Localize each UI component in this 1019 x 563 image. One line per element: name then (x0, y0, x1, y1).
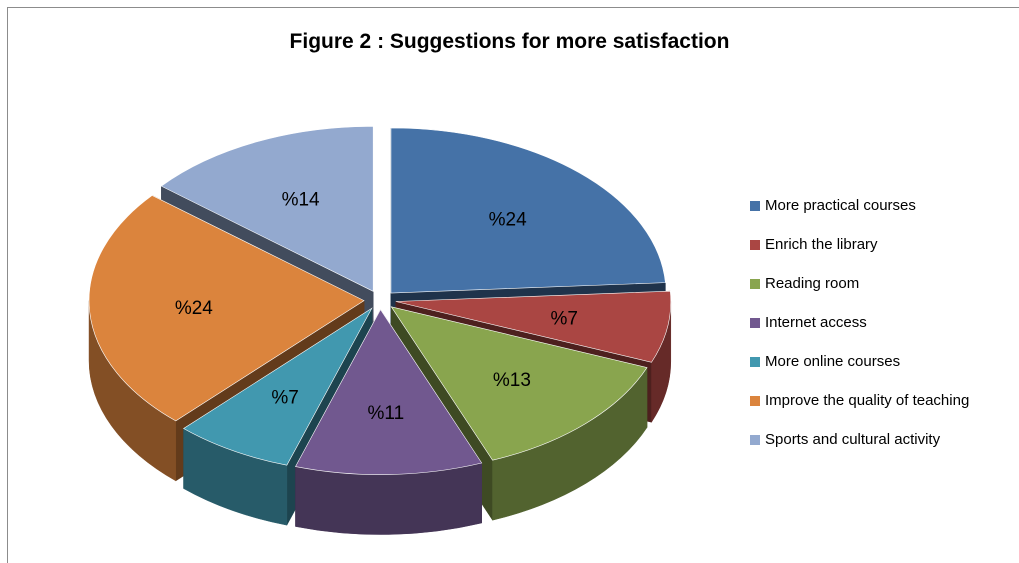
legend-item: Internet access (750, 303, 969, 342)
legend-item: Enrich the library (750, 225, 969, 264)
legend-label: More online courses (765, 353, 901, 370)
pie-slice (295, 309, 483, 475)
pie-slice (160, 126, 374, 292)
legend-item: Improve the quality of teaching (750, 381, 969, 420)
legend-swatch (750, 317, 760, 328)
legend-item: Sports and cultural activity (750, 420, 969, 459)
pie-slice (183, 307, 373, 466)
pie-slice (390, 306, 648, 461)
pie-slice (390, 127, 666, 294)
slice-label: %7 (550, 309, 577, 330)
slice-label: %13 (493, 370, 531, 391)
chart-frame (7, 7, 1019, 563)
pie-slice (88, 195, 365, 422)
legend-item: More online courses (750, 342, 969, 381)
slice-label: %11 (368, 403, 405, 424)
legend-item: More practical courses (750, 186, 969, 225)
slice-label: %14 (282, 190, 320, 211)
legend-swatch (750, 200, 760, 211)
chart-title: Figure 2 : Suggestions for more satisfac… (289, 30, 730, 53)
slice-label: %7 (271, 387, 298, 408)
legend-swatch (750, 395, 760, 406)
slice-label: %24 (175, 298, 213, 319)
legend-swatch (750, 356, 760, 367)
legend-swatch (750, 239, 760, 250)
legend-label: Improve the quality of teaching (765, 392, 970, 409)
pie-slice (395, 290, 672, 363)
pie-tops (88, 126, 672, 475)
pie-labels: %24 %7 %13 %11 %7 %24 %14 (175, 190, 578, 424)
slice-label: %24 (489, 209, 527, 230)
legend-label: Enrich the library (765, 236, 878, 253)
legend-item: Reading room (750, 264, 969, 303)
legend: More practical courses Enrich the librar… (750, 186, 969, 459)
legend-label: More practical courses (765, 197, 916, 214)
legend-swatch (750, 278, 760, 289)
legend-label: Reading room (765, 275, 860, 292)
legend-label: Internet access (765, 314, 867, 331)
legend-label: Sports and cultural activity (765, 431, 941, 448)
legend-swatch (750, 434, 760, 445)
